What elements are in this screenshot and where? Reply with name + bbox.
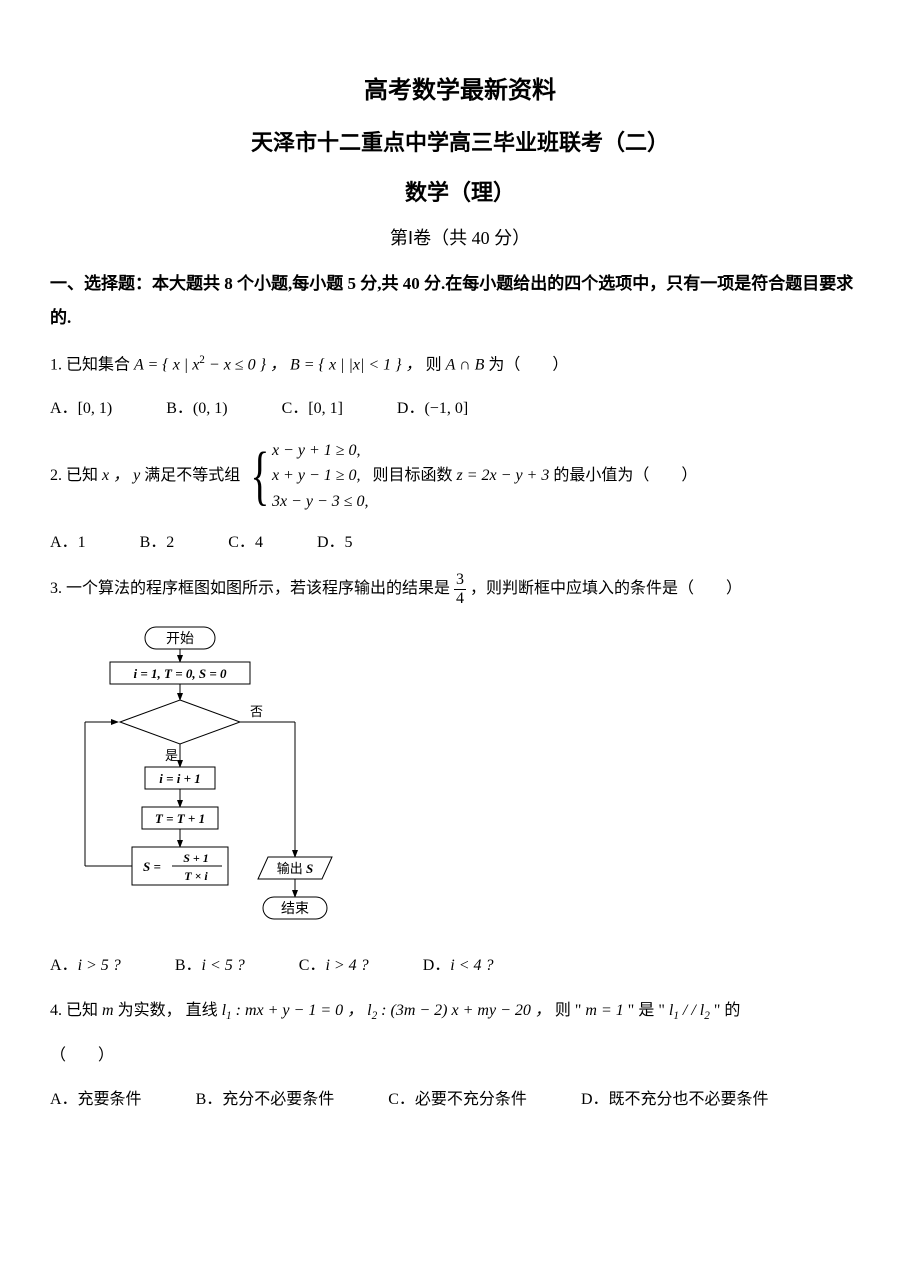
q2-optC-label: C． — [228, 534, 255, 551]
q4-prefix-l: 4. 已知 — [50, 1002, 102, 1019]
title-part: 第Ⅰ卷（共 40 分） — [50, 222, 870, 254]
q4-optC: C．必要不充分条件 — [388, 1086, 527, 1115]
title-main: 高考数学最新资料 — [50, 70, 870, 113]
flowchart-svg: 开始 i = 1, T = 0, S = 0 是 否 i = i + 1 T =… — [50, 622, 340, 932]
q1-optD: (−1, 0] — [424, 400, 468, 417]
q3-frac-den: 4 — [454, 590, 466, 608]
q1-optB: (0, 1) — [193, 400, 228, 417]
q1-optB-label: B． — [166, 400, 193, 417]
flow-step-s-lhs: S = — [143, 859, 161, 874]
q3-optD-label: D． — [423, 957, 451, 974]
q4-optA: A．充要条件 — [50, 1086, 142, 1115]
flow-start-text: 开始 — [166, 631, 194, 647]
flow-step-i-text: i = i + 1 — [159, 771, 201, 786]
question-2: 2. 已知 x ， y 满足不等式组 { x − y + 1 ≥ 0, x + … — [50, 438, 870, 515]
q2-line2: x + y − 1 ≥ 0, — [272, 463, 369, 489]
flow-end-text: 结束 — [281, 901, 309, 917]
q4-prefix-r: 为实数， 直线 — [114, 1002, 222, 1019]
q3-optA: i > 5 ? — [78, 957, 121, 974]
title-sub: 天泽市十二重点中学高三毕业班联考（二） — [50, 123, 870, 163]
q3-optD: i < 4 ? — [450, 957, 493, 974]
q2-z: z = 2x − y + 3 — [457, 467, 550, 484]
title-subject: 数学（理） — [50, 173, 870, 213]
q2-system: { x − y + 1 ≥ 0, x + y − 1 ≥ 0, 3x − y −… — [244, 438, 368, 515]
q2-optA-label: A． — [50, 534, 78, 551]
q3-prefix: 3. 一个算法的程序框图如图所示，若该程序输出的结果是 — [50, 580, 454, 597]
flow-output-text: 输出 S — [277, 861, 314, 876]
q3-frac-num: 3 — [454, 571, 466, 590]
q4-optD: D．既不充分也不必要条件 — [581, 1086, 769, 1115]
q1-prefix: 1. 已知集合 — [50, 356, 134, 373]
q3-optB: i < 5 ? — [202, 957, 245, 974]
q4-par-end: " 的 — [710, 1002, 741, 1019]
q3-optA-label: A． — [50, 957, 78, 974]
flow-decision-shape — [120, 700, 240, 744]
q2-prefix-r: 满足不等式组 — [140, 467, 244, 484]
flow-step-s-num: S + 1 — [183, 851, 209, 865]
q1-tail-expr: A ∩ B — [446, 356, 485, 373]
q2-tail: 的最小值为（ ） — [549, 467, 697, 484]
q2-prefix-l: 2. 已知 — [50, 467, 102, 484]
q1-optC: [0, 1] — [308, 400, 343, 417]
q3-optB-label: B． — [175, 957, 202, 974]
q2-optA: 1 — [78, 534, 86, 551]
section-instructions: 一、选择题：本大题共 8 个小题,每小题 5 分,共 40 分.在每小题给出的四… — [50, 267, 870, 335]
q1-optD-label: D． — [397, 400, 425, 417]
q2-optD-label: D． — [317, 534, 345, 551]
flow-no-label: 否 — [250, 704, 263, 719]
flow-step-s-den: T × i — [184, 869, 208, 883]
q1-optC-label: C． — [282, 400, 309, 417]
flow-init-text: i = 1, T = 0, S = 0 — [133, 666, 227, 681]
q4-blank: （ ） — [50, 1040, 870, 1072]
q4-cond-r: " 是 " — [624, 1002, 669, 1019]
q2-line1: x − y + 1 ≥ 0, — [272, 438, 369, 464]
q1-tail-l: 则 — [426, 356, 446, 373]
q2-options: A．1 B．2 C．4 D．5 — [50, 529, 870, 558]
q2-optC: 4 — [255, 534, 263, 551]
q2-optB-label: B． — [140, 534, 167, 551]
q1-setA-l: A = { x | x — [134, 356, 199, 373]
q2-mid: 则目标函数 — [373, 467, 457, 484]
q1-tail-end: 为（ ） — [484, 356, 568, 373]
q1-options: A．[0, 1) B．(0, 1) C．[0, 1] D．(−1, 0] — [50, 395, 870, 424]
q2-xy: x ， y — [102, 467, 140, 484]
q4-cond-l: 则 " — [555, 1002, 586, 1019]
q3-options: A．i > 5 ? B．i < 5 ? C．i > 4 ? D．i < 4 ? — [50, 952, 870, 981]
q2-line3: 3x − y − 3 ≤ 0, — [272, 489, 369, 515]
q3-optC-label: C． — [299, 957, 326, 974]
question-3: 3. 一个算法的程序框图如图所示，若该程序输出的结果是 3 4 ，则判断框中应填… — [50, 571, 870, 607]
q4-l2: l2 : (3m − 2) x + my − 20 ， — [367, 1002, 551, 1019]
q4-optB: B．充分不必要条件 — [196, 1086, 335, 1115]
flow-yes-label: 是 — [165, 748, 178, 763]
question-4: 4. 已知 m 为实数， 直线 l1 : mx + y − 1 = 0 ， l2… — [50, 995, 870, 1072]
q3-tail: ，则判断框中应填入的条件是（ ） — [470, 580, 742, 597]
q1-setB: B = { x | |x| < 1 } ， — [290, 356, 422, 373]
flowchart: 开始 i = 1, T = 0, S = 0 是 否 i = i + 1 T =… — [50, 622, 870, 943]
q2-optD: 5 — [345, 534, 353, 551]
q3-frac: 3 4 — [454, 571, 466, 607]
q4-m: m — [102, 1002, 114, 1019]
flow-step-t-text: T = T + 1 — [155, 811, 205, 826]
q4-options: A．充要条件 B．充分不必要条件 C．必要不充分条件 D．既不充分也不必要条件 — [50, 1086, 870, 1115]
q3-optC: i > 4 ? — [325, 957, 368, 974]
q4-l1: l1 : mx + y − 1 = 0 ， — [222, 1002, 364, 1019]
q1-setA-r: − x ≤ 0 } ， — [205, 356, 286, 373]
q2-optB: 2 — [166, 534, 174, 551]
question-1: 1. 已知集合 A = { x | x2 − x ≤ 0 } ， B = { x… — [50, 349, 870, 381]
q4-cond: m = 1 — [585, 1002, 623, 1019]
q4-parallel: l1 / / l2 — [669, 1002, 710, 1019]
q1-optA-label: A． — [50, 400, 78, 417]
q1-optA: [0, 1) — [78, 400, 113, 417]
brace-icon: { — [251, 448, 270, 504]
